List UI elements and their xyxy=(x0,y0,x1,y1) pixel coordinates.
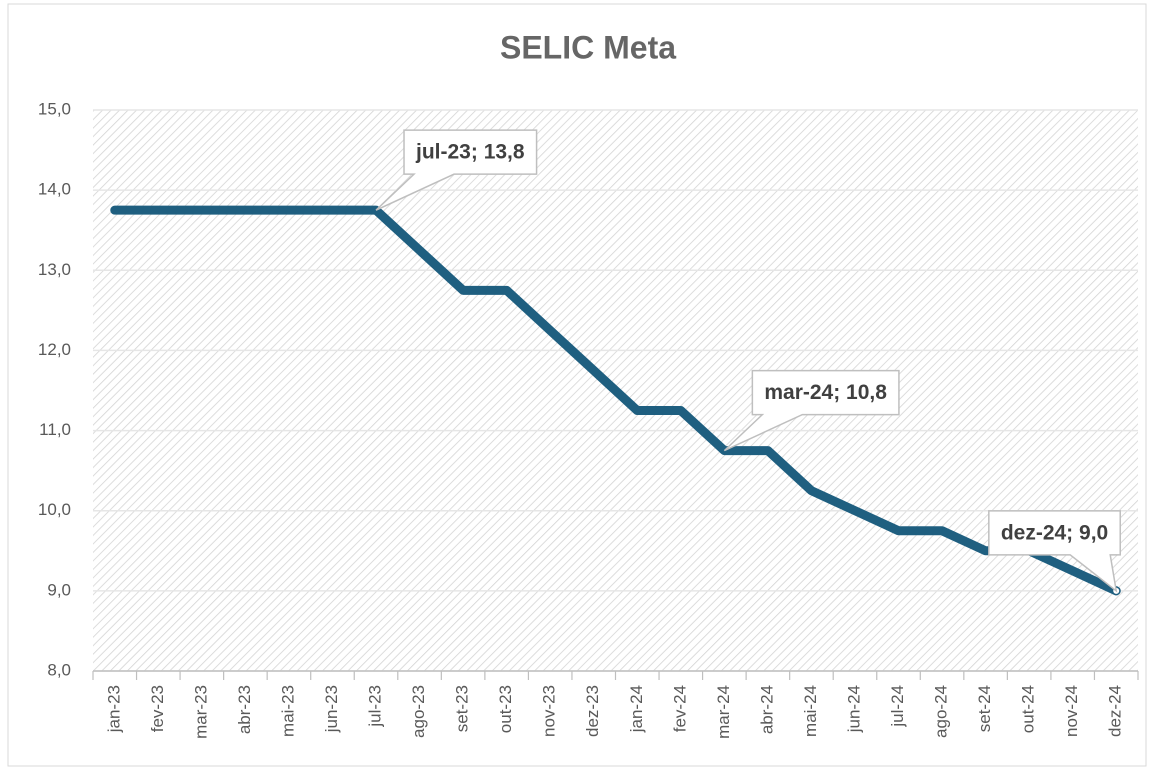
x-tick-label: jul-23 xyxy=(366,685,385,728)
x-tick-label: out-23 xyxy=(496,685,515,733)
y-tick-label: 15,0 xyxy=(38,99,71,118)
x-tick-label: set-23 xyxy=(453,685,472,732)
data-label: jul-23; 13,8 xyxy=(415,141,525,164)
data-label: dez-24; 9,0 xyxy=(1001,521,1108,544)
data-line xyxy=(110,205,1121,596)
x-tick-label: jan-23 xyxy=(104,685,123,733)
x-tick-label: dez-23 xyxy=(583,685,602,737)
callout: dez-24; 9,0 xyxy=(988,510,1121,593)
x-tick-label: nov-24 xyxy=(1062,685,1081,737)
x-tick-label: abr-24 xyxy=(757,685,776,734)
x-tick-label: mar-24 xyxy=(714,685,733,739)
callout-box xyxy=(988,510,1121,593)
x-tick-label: mai-23 xyxy=(278,685,297,737)
y-tick-label: 13,0 xyxy=(38,260,71,279)
callout-box xyxy=(375,129,538,211)
y-tick-label: 12,0 xyxy=(38,340,71,359)
x-tick-label: jun-23 xyxy=(322,685,341,733)
x-tick-label: jul-24 xyxy=(888,685,907,728)
callout: mar-24; 10,8 xyxy=(723,369,900,452)
callout-box xyxy=(723,369,900,452)
y-tick-label: 14,0 xyxy=(38,180,71,199)
x-tick-label: mar-23 xyxy=(191,685,210,739)
x-tick-label: out-24 xyxy=(1019,685,1038,733)
y-tick-label: 11,0 xyxy=(39,420,71,439)
callout: jul-23; 13,8 xyxy=(375,129,538,211)
x-tick-label: nov-23 xyxy=(540,685,559,737)
x-tick-label: ago-24 xyxy=(932,685,951,738)
x-tick-label: set-24 xyxy=(975,685,994,732)
x-tick-label: ago-23 xyxy=(409,685,428,738)
x-tick-label: fev-23 xyxy=(148,685,167,732)
y-tick-label: 8,0 xyxy=(47,660,71,679)
chart-title: SELIC Meta xyxy=(500,29,676,65)
x-tick-label: jun-24 xyxy=(844,685,863,733)
data-label: mar-24; 10,8 xyxy=(764,381,887,404)
x-tick-label: jan-24 xyxy=(627,685,646,733)
y-tick-label: 9,0 xyxy=(47,580,71,599)
y-tick-label: 10,0 xyxy=(38,500,71,519)
x-tick-label: dez-24 xyxy=(1106,685,1125,737)
x-tick-label: abr-23 xyxy=(235,685,254,734)
x-tick-label: fev-24 xyxy=(670,685,689,732)
x-tick-label: mai-24 xyxy=(801,685,820,737)
